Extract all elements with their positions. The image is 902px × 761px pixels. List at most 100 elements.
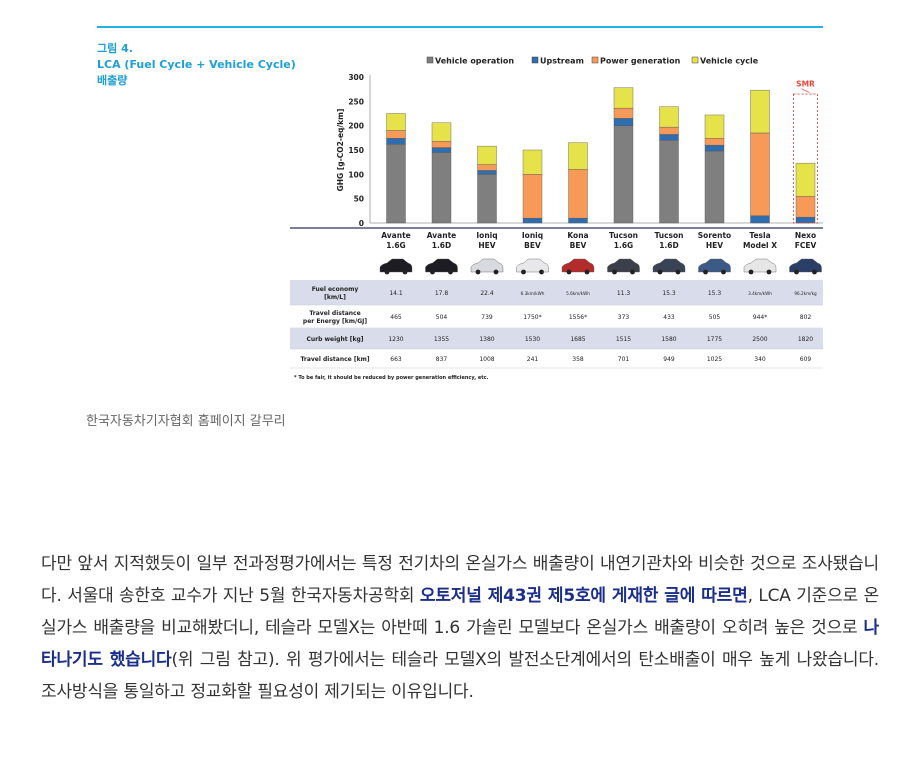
figure-label: 그림 4. [97,42,133,55]
category-label-1-b: 1.6D [432,241,452,250]
bar-3-4 [568,142,588,170]
category-label-6-b: 1.6D [659,241,679,250]
bar-3-5 [613,87,634,109]
table-cell-2-3: 1530 [525,336,540,343]
paragraph-text-1: 다만 앞서 지적했듯이 일부 전과정평가에서는 특정 전기차의 온실가스 배출량… [41,554,879,606]
bar-3-2 [477,145,497,165]
smr-dashed-box [793,93,818,224]
bar-3-0 [386,113,406,131]
car-wheel-front-1 [430,269,435,275]
car-image-0 [379,258,413,273]
figure-title: LCA (Fuel Cycle + Vehicle Cycle) 배출량 [97,57,307,89]
legend-swatch-1 [531,56,539,64]
table-cell-0-6: 15.3 [662,290,676,297]
car-image-2 [470,258,504,273]
car-wheel-front-3 [521,269,526,275]
car-image-9 [789,258,822,273]
bar-3-7 [704,114,725,139]
table-cell-2-8: 2500 [752,336,767,343]
car-wheel-front-7 [703,269,708,275]
car-image-7 [698,258,731,273]
car-wheel-front-6 [657,269,663,275]
category-label-7-b: HEV [706,241,723,250]
category-label-6-a: Tucson [654,231,683,240]
table-cell-0-3: 6.3km/kWh [521,291,545,296]
car-wheel-front-2 [475,269,481,275]
car-wheel-rear-9 [812,269,817,275]
car-image-1 [425,258,458,273]
y-tick-label-50: 50 [354,195,364,204]
car-image-5 [607,258,640,273]
lca-chart: Vehicle operation Upstream Power generatio… [290,56,823,381]
table-cell-1-3: 1750* [523,314,541,321]
table-cell-3-8: 340 [754,356,766,363]
bar-2-6 [659,126,679,135]
bar-2-7 [704,138,725,146]
table-cell-1-5: 373 [618,314,630,321]
bar-1-8 [750,215,770,224]
table-cell-3-3: 241 [527,356,539,363]
article-paragraph: 다만 앞서 지적했듯이 일부 전과정평가에서는 특정 전기차의 온실가스 배출량… [41,548,879,708]
bar-0-2 [477,174,497,224]
bar-1-9 [795,216,816,224]
table-cell-1-9: 802 [800,314,812,321]
bar-2-4 [568,169,588,219]
car-image-3 [516,258,549,273]
smr-arrow-line [801,88,810,93]
category-label-2-a: Ioniq [476,231,497,240]
bar-2-3 [522,174,543,219]
result-link[interactable]: 나타나기도 했습니다 [41,618,879,670]
bar-2-5 [613,107,634,119]
category-label-4-b: BEV [570,241,587,250]
category-label-7-a: Sorento [698,231,731,240]
autojournal-link[interactable]: 오토저널 제43권 제5호에 게재한 글에 따르면 [419,586,748,606]
table-cell-0-9: 96.2km/kg [794,291,817,296]
table-row-bg-0 [290,280,823,305]
car-wheel-rear-7 [721,269,726,275]
car-wheel-front-0 [384,269,390,275]
bar-1-4 [568,217,588,224]
table-row-bg-2 [290,328,823,349]
y-tick-label-250: 250 [348,97,364,106]
table-cell-0-5: 11.3 [617,290,631,297]
table-cell-2-0: 1230 [388,336,403,343]
car-image-8 [743,258,777,273]
legend-label-0: Vehicle operation [435,57,514,66]
bar-2-1 [431,141,452,148]
table-cell-3-7: 1025 [707,356,722,363]
category-label-3-b: BEV [524,241,541,250]
bar-2-8 [750,132,770,216]
legend-label-2: Power generation [600,57,681,66]
table-cell-3-5: 701 [618,356,630,363]
bar-3-3 [522,149,543,175]
figure-title-line-1: LCA (Fuel Cycle + Vehicle Cycle) [97,58,296,71]
bar-3-9 [795,162,816,197]
legend-swatch-0 [426,56,434,64]
y-axis-title: GHG [g-CO2-eq/km] [336,109,345,192]
car-wheel-rear-3 [539,269,544,275]
bar-1-2 [477,170,497,175]
table-cell-2-7: 1775 [707,336,722,343]
car-wheel-rear-0 [402,269,408,275]
car-wheel-rear-1 [448,269,453,275]
table-cell-2-5: 1515 [616,336,631,343]
car-wheel-rear-8 [766,269,772,275]
table-row-label-1-0: Travel distance [309,310,360,317]
y-tick-label-0: 0 [359,219,364,228]
category-label-8-a: Tesla [749,231,770,240]
table-cell-0-2: 22.4 [480,290,494,297]
table-cell-3-1: 837 [436,356,448,363]
bar-3-8 [750,89,770,134]
bar-1-5 [613,118,634,126]
car-image-4 [561,258,595,273]
bar-0-0 [386,143,406,224]
legend-swatch-3 [691,56,699,64]
table-cell-1-0: 465 [390,314,402,321]
figure-caption: 한국자동차기자협회 홈페이지 갈무리 [86,414,286,429]
bar-1-0 [386,138,406,145]
table-cell-3-6: 949 [663,356,675,363]
table-cell-1-6: 433 [663,314,675,321]
table-cell-1-2: 739 [481,314,493,321]
table-cell-2-9: 1820 [798,336,813,343]
bar-0-5 [613,125,634,224]
